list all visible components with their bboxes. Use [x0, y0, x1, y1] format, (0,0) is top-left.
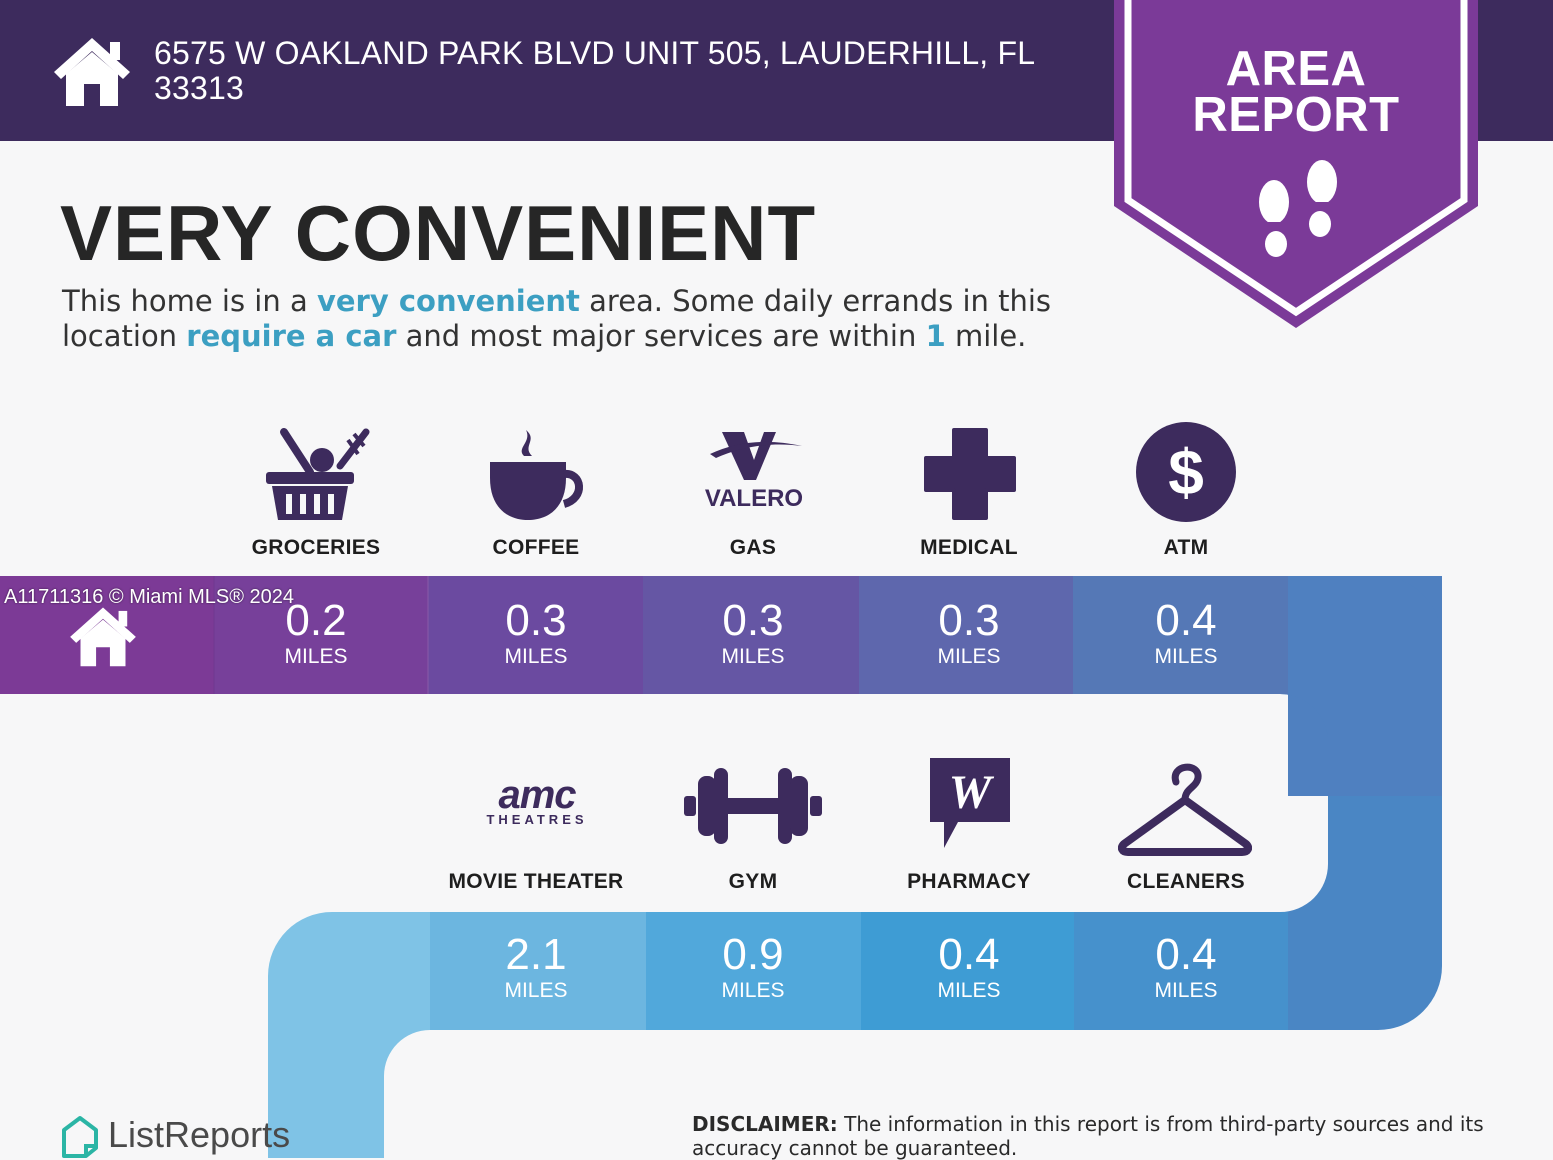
medical-cross-icon	[924, 428, 1016, 520]
distance-unit: MILES	[937, 645, 1001, 668]
cell-pharmacy	[861, 912, 1074, 1030]
distance-value: 0.3	[722, 596, 784, 645]
summary-part-1: This home is in a	[62, 284, 317, 318]
distance-unit: MILES	[937, 979, 1001, 1002]
label-medical: MEDICAL	[920, 536, 1018, 559]
cell-coffee	[428, 576, 643, 694]
label-pharmacy: PHARMACY	[907, 870, 1031, 893]
summary-part-2: area. Some daily errands in this locatio…	[62, 284, 1052, 353]
amc-brand-text: amc	[498, 776, 576, 817]
walgreens-logo-icon: W	[930, 758, 1010, 848]
summary-highlight-2: require a car	[186, 319, 397, 353]
label-groceries: GROCERIES	[251, 536, 381, 559]
distance-pharmacy: 0.4 MILES	[869, 932, 1069, 1004]
cell-gym	[646, 912, 861, 1030]
listreports-logo-icon	[62, 1116, 98, 1158]
property-address: 6575 W OAKLAND PARK BLVD UNIT 505, LAUDE…	[154, 35, 1035, 106]
cell-atm	[1073, 576, 1288, 694]
summary-text: This home is in a very convenient area. …	[62, 284, 1122, 354]
home-icon	[54, 38, 130, 106]
amc-theatres-logo-icon: amc THEATRES	[486, 776, 587, 827]
cell-groceries	[214, 576, 428, 694]
distance-unit: MILES	[1154, 979, 1218, 1002]
distance-value: 0.2	[285, 596, 347, 645]
distance-value: 0.9	[722, 930, 784, 979]
distance-value: 0.4	[938, 930, 1000, 979]
disclaimer-text: The information in this report is from t…	[692, 1112, 1484, 1160]
cell-cleaners	[1074, 912, 1288, 1030]
distance-unit: MILES	[721, 645, 785, 668]
distance-unit: MILES	[721, 979, 785, 1002]
cell-gas	[643, 576, 859, 694]
distance-gas: 0.3 MILES	[653, 598, 853, 670]
area-report-title: AREA REPORT	[1150, 42, 1442, 142]
distance-groceries: 0.2 MILES	[216, 598, 416, 670]
home-icon	[70, 607, 136, 667]
mls-watermark: A11711316 © Miami MLS® 2024	[4, 586, 294, 608]
hanger-icon	[1118, 763, 1252, 856]
label-gym: GYM	[728, 870, 778, 893]
svg-text:$: $	[1168, 436, 1204, 508]
badge-line-2: REPORT	[1192, 88, 1400, 142]
distance-gym: 0.9 MILES	[653, 932, 853, 1004]
badge-line-1: AREA	[1225, 42, 1367, 96]
distance-unit: MILES	[284, 645, 348, 668]
distance-coffee: 0.3 MILES	[436, 598, 636, 670]
grocery-basket-icon	[266, 428, 370, 520]
distance-value: 0.4	[1155, 596, 1217, 645]
area-report-badge	[1114, 0, 1478, 328]
summary-highlight-1: very convenient	[316, 284, 580, 318]
summary-part-3: and most major services are within	[396, 319, 926, 353]
distance-value: 2.1	[505, 930, 567, 979]
coffee-cup-icon	[490, 430, 583, 520]
label-movie-theater: MOVIE THEATER	[448, 870, 624, 893]
footprints-icon	[1259, 160, 1337, 257]
cell-movie-theater	[430, 912, 646, 1030]
walgreens-brand-text: W	[949, 766, 995, 819]
label-cleaners: CLEANERS	[1127, 870, 1245, 893]
distance-value: 0.3	[505, 596, 567, 645]
listreports-logo-text: ListReports	[108, 1114, 291, 1155]
distance-unit: MILES	[504, 645, 568, 668]
summary-highlight-3: 1	[925, 319, 946, 353]
summary-part-4: mile.	[945, 319, 1027, 353]
label-coffee: COFFEE	[492, 536, 580, 559]
distance-unit: MILES	[1154, 645, 1218, 668]
distance-value: 0.4	[1155, 930, 1217, 979]
distance-atm: 0.4 MILES	[1086, 598, 1286, 670]
disclaimer-label: DISCLAIMER:	[692, 1112, 838, 1136]
cell-medical	[859, 576, 1073, 694]
distance-value: 0.3	[938, 596, 1000, 645]
amc-brand-subtext: THEATRES	[486, 812, 587, 827]
distance-cleaners: 0.4 MILES	[1086, 932, 1286, 1004]
label-gas: GAS	[729, 536, 777, 559]
dumbbell-icon	[684, 768, 822, 844]
distance-medical: 0.3 MILES	[869, 598, 1069, 670]
distance-movie-theater: 2.1 MILES	[436, 932, 636, 1004]
dollar-coin-icon: $	[1136, 422, 1236, 522]
valero-brand-text: VALERO	[705, 485, 803, 512]
label-atm: ATM	[1163, 536, 1209, 559]
page-title: VERY CONVENIENT	[60, 189, 817, 277]
distance-unit: MILES	[504, 979, 568, 1002]
valero-logo-icon: VALERO	[705, 432, 803, 512]
disclaimer: DISCLAIMER: The information in this repo…	[692, 1112, 1512, 1160]
